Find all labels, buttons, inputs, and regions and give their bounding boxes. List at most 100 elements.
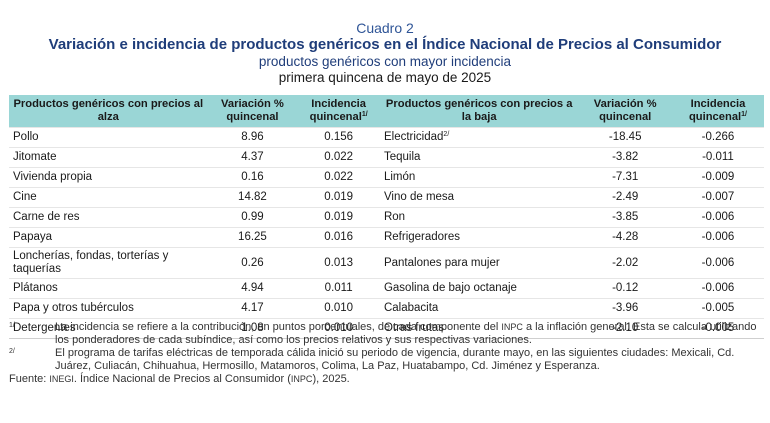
up-incidence: 0.010 <box>297 298 380 319</box>
down-variation: -3.96 <box>578 298 672 319</box>
footnote-ref: 1/ <box>361 111 368 118</box>
up-product: Vivienda propia <box>9 167 208 188</box>
up-product: Pollo <box>9 127 208 148</box>
up-variation: 14.82 <box>207 187 298 208</box>
down-incidence: -0.005 <box>671 298 764 319</box>
up-variation: 16.25 <box>207 227 298 248</box>
footnote-2: 2/ El programa de tarifas eléctricas de … <box>9 347 765 373</box>
footnote-text: La incidencia se refiere a la contribuci… <box>55 321 765 347</box>
up-product: Carne de res <box>9 207 208 228</box>
up-incidence: 0.022 <box>297 147 380 168</box>
down-incidence: -0.009 <box>671 167 764 188</box>
table-row: Pollo 8.96 0.156 Electricidad2/ -18.45 -… <box>9 127 764 148</box>
up-product: Plátanos <box>9 278 208 299</box>
period: primera quincena de mayo de 2025 <box>278 70 492 85</box>
up-incidence: 0.011 <box>297 278 380 299</box>
down-incidence: -0.006 <box>671 207 764 228</box>
down-variation: -7.31 <box>578 167 672 188</box>
down-product: Electricidad2/ <box>379 127 579 148</box>
source-text: ), 2025. <box>312 373 350 385</box>
table-row: Vivienda propia 0.16 0.022 Limón -7.31 -… <box>9 167 764 188</box>
up-product: Detergentes <box>9 318 208 339</box>
up-variation: 0.16 <box>207 167 298 188</box>
down-variation: -4.28 <box>578 227 672 248</box>
header-up-incidence: Incidencia quincenal1/ <box>297 95 380 128</box>
source-text: . Índice Nacional de Precios al Consumid… <box>73 373 291 385</box>
up-product: Cine <box>9 187 208 208</box>
up-incidence: 0.019 <box>297 207 380 228</box>
down-product: Tequila <box>379 147 579 168</box>
up-product: Jitomate <box>9 147 208 168</box>
down-variation: -2.10 <box>578 318 672 339</box>
table-header-row: Productos genéricos con precios al alza … <box>9 95 764 128</box>
table-row: Papaya 16.25 0.016 Refrigeradores -4.28 … <box>9 227 764 248</box>
down-variation: -2.02 <box>578 247 672 279</box>
header-up-products: Productos genéricos con precios al alza <box>9 95 208 128</box>
footnotes: 1/ La incidencia se refiere a la contrib… <box>9 321 765 386</box>
acronym-inegi: INEGI <box>49 374 74 384</box>
table-row: Loncherías, fondas, torterías y taquería… <box>9 247 764 279</box>
footnote-text: El programa de tarifas eléctricas de tem… <box>55 347 735 372</box>
down-product: Ron <box>379 207 579 228</box>
header-down-incidence: Incidencia quincenal1/ <box>671 95 764 128</box>
table-row: Cine 14.82 0.019 Vino de mesa -2.49 -0.0… <box>9 187 764 208</box>
down-product: Gasolina de bajo octanaje <box>379 278 579 299</box>
up-incidence: 0.013 <box>297 247 380 279</box>
down-incidence: -0.006 <box>671 278 764 299</box>
acronym-inpc: INPC <box>501 322 523 332</box>
down-product: Vino de mesa <box>379 187 579 208</box>
down-variation: -3.82 <box>578 147 672 168</box>
table-row: Detergentes 1.08 0.010 Otras frutas -2.1… <box>9 318 764 339</box>
up-variation: 4.94 <box>207 278 298 299</box>
up-incidence: 0.016 <box>297 227 380 248</box>
header-up-incidence-label: Incidencia quincenal <box>309 98 366 123</box>
table-number: Cuadro 2 <box>356 20 414 36</box>
up-variation: 1.08 <box>207 318 298 339</box>
header-down-variation: Variación % quincenal <box>578 95 672 128</box>
down-variation: -0.12 <box>578 278 672 299</box>
up-incidence: 0.019 <box>297 187 380 208</box>
down-variation: -18.45 <box>578 127 672 148</box>
up-variation: 4.17 <box>207 298 298 319</box>
table-row: Plátanos 4.94 0.011 Gasolina de bajo oct… <box>9 278 764 299</box>
up-variation: 0.99 <box>207 207 298 228</box>
down-product: Calabacita <box>379 298 579 319</box>
footnote-text-part: La incidencia se refiere a la contribuci… <box>55 321 502 333</box>
page-title: Variación e incidencia de productos gené… <box>48 36 722 53</box>
down-incidence: -0.006 <box>671 227 764 248</box>
down-product: Pantalones para mujer <box>379 247 579 279</box>
data-table: Productos genéricos con precios al alza … <box>9 95 764 339</box>
up-incidence: 0.010 <box>297 318 380 339</box>
footnote-text-part: a la inflación general. Esta se calcula … <box>55 321 757 346</box>
up-product: Papa y otros tubérculos <box>9 298 208 319</box>
subtitle: productos genéricos con mayor incidencia <box>258 54 512 69</box>
table-row: Jitomate 4.37 0.022 Tequila -3.82 -0.011 <box>9 147 764 168</box>
acronym-inpc: INPC <box>290 374 313 384</box>
source-line: Fuente: INEGI. Índice Nacional de Precio… <box>9 373 765 386</box>
table-row: Papa y otros tubérculos 4.17 0.010 Calab… <box>9 298 764 319</box>
down-product: Refrigeradores <box>379 227 579 248</box>
down-incidence: -0.006 <box>671 247 764 279</box>
down-incidence: -0.011 <box>671 147 764 168</box>
down-variation: -2.49 <box>578 187 672 208</box>
down-product: Otras frutas <box>379 318 579 339</box>
up-variation: 4.37 <box>207 147 298 168</box>
footnote-mark: 1/ <box>9 322 15 329</box>
down-product-label: Electricidad <box>383 131 444 143</box>
header-down-incidence-label: Incidencia quincenal <box>688 98 746 123</box>
header-down-products: Productos genéricos con precios a la baj… <box>379 95 579 128</box>
up-incidence: 0.156 <box>297 127 380 148</box>
down-incidence: -0.007 <box>671 187 764 208</box>
header-up-variation: Variación % quincenal <box>207 95 298 128</box>
footnote-ref: 2/ <box>443 131 450 138</box>
footnote-1: 1/ La incidencia se refiere a la contrib… <box>9 321 765 347</box>
down-incidence: -0.266 <box>671 127 764 148</box>
down-product: Limón <box>379 167 579 188</box>
up-product: Papaya <box>9 227 208 248</box>
down-incidence: -0.005 <box>671 318 764 339</box>
source-label: Fuente: <box>9 373 50 385</box>
footnote-ref: 1/ <box>741 111 747 118</box>
up-variation: 0.26 <box>207 247 298 279</box>
up-incidence: 0.022 <box>297 167 380 188</box>
